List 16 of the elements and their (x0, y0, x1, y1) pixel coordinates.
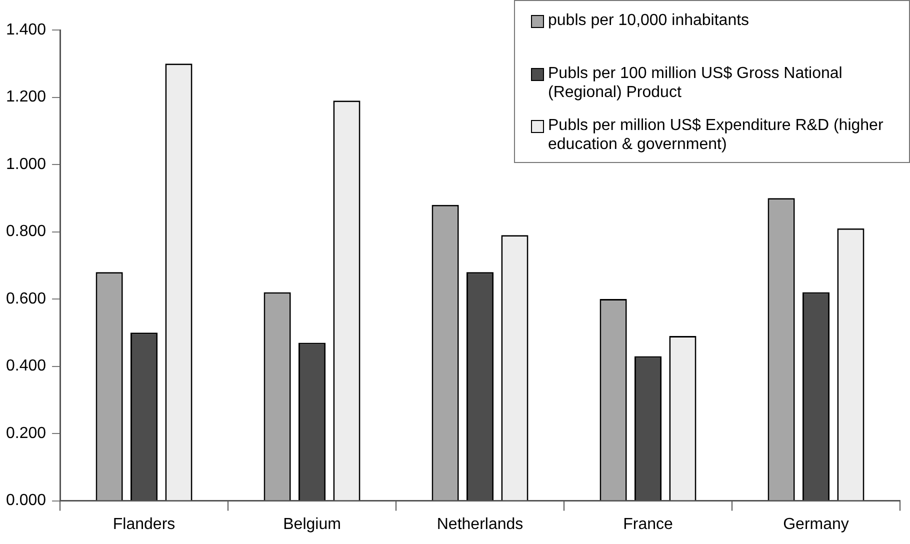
x-tick-label: Germany (783, 516, 849, 533)
y-tick-label: 0.600 (6, 290, 46, 308)
y-tick-label: 0.200 (6, 424, 46, 442)
y-tick-label: 0.400 (6, 358, 46, 375)
x-tick-label: France (623, 516, 674, 533)
legend-label: publs per 10,000 inhabitants (548, 11, 750, 30)
x-tick-label: Belgium (283, 516, 341, 533)
legend-label: Publs per million US$ Expenditure R&D (higher education & government) (548, 116, 884, 154)
y-tick-label: 0.800 (6, 223, 46, 240)
x-tick-label: Netherlands (436, 516, 524, 533)
x-tick-label: Flanders (112, 516, 176, 533)
y-tick-label: 1.400 (6, 21, 46, 38)
y-tick-label: 0.000 (6, 492, 46, 510)
legend-label: Publs per 100 million US$ Gross National (Regional) Product (548, 64, 844, 102)
y-tick-label: 1.000 (6, 156, 46, 173)
y-tick-label: 1.200 (6, 88, 46, 106)
